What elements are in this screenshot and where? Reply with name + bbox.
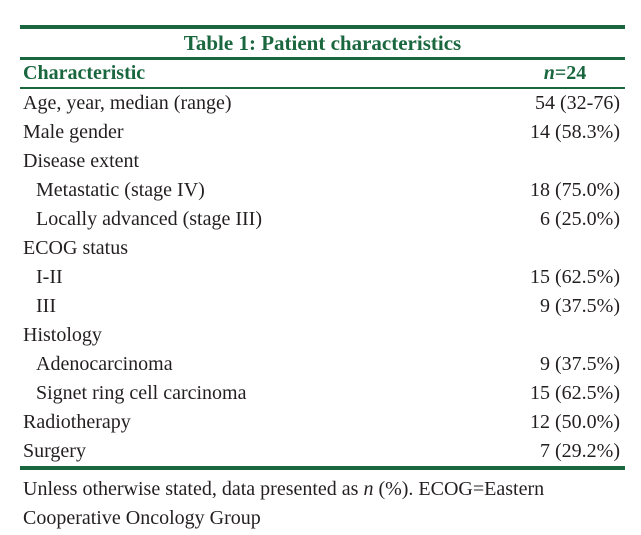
row-label: Metastatic (stage IV) <box>36 179 205 201</box>
table-header-row: Characteristic n=24 <box>20 60 625 89</box>
row-label: Locally advanced (stage III) <box>36 208 262 230</box>
header-characteristic: Characteristic <box>23 62 146 84</box>
row-label: Age, year, median (range) <box>23 92 232 114</box>
header-n-count: n=24 <box>505 62 625 85</box>
row-label: I-II <box>36 266 63 288</box>
row-value: 9 (37.5%) <box>540 353 620 375</box>
row-value: 14 (58.3%) <box>530 121 620 143</box>
row-label: Radiotherapy <box>23 411 131 433</box>
table-footnote: Unless otherwise stated, data presented … <box>20 475 625 533</box>
table-row: Signet ring cell carcinoma 15 (62.5%) <box>20 379 625 408</box>
footnote-n-symbol: n <box>363 478 374 500</box>
row-label: Disease extent <box>23 150 140 172</box>
table-title: Table 1: Patient characteristics <box>183 31 462 55</box>
header-n-symbol: n <box>543 62 555 84</box>
row-value: 18 (75.0%) <box>530 179 620 201</box>
table-row: Age, year, median (range) 54 (32-76) <box>20 89 625 118</box>
table-row: Radiotherapy 12 (50.0%) <box>20 408 625 437</box>
table-row: I-II 15 (62.5%) <box>20 263 625 292</box>
footnote-part2: (%). ECOG=Eastern Cooperative Oncology G… <box>23 478 545 529</box>
table-bottom-rule <box>20 466 625 470</box>
row-label: Male gender <box>23 121 124 143</box>
row-label: ECOG status <box>23 237 128 259</box>
row-value: 15 (62.5%) <box>530 266 620 288</box>
table-row: Adenocarcinoma 9 (37.5%) <box>20 350 625 379</box>
patient-characteristics-table: Table 1: Patient characteristics Charact… <box>20 25 625 533</box>
row-value: 15 (62.5%) <box>530 382 620 404</box>
table-row: Histology <box>20 321 625 350</box>
row-value: 54 (32-76) <box>535 92 620 114</box>
table-row: Male gender 14 (58.3%) <box>20 118 625 147</box>
table-title-rule <box>20 57 625 60</box>
footnote-part1: Unless otherwise stated, data presented … <box>23 478 364 500</box>
row-value: 6 (25.0%) <box>540 208 620 230</box>
table-row: Disease extent <box>20 147 625 176</box>
row-label: Adenocarcinoma <box>36 353 173 375</box>
table-top-rule <box>20 25 625 29</box>
table-row: ECOG status <box>20 234 625 263</box>
row-value: 7 (29.2%) <box>540 440 620 462</box>
table-row: Locally advanced (stage III) 6 (25.0%) <box>20 205 625 234</box>
row-label: Surgery <box>23 440 86 462</box>
table-body: Age, year, median (range) 54 (32-76) Mal… <box>20 89 625 466</box>
row-label: III <box>36 295 56 317</box>
row-value: 9 (37.5%) <box>540 295 620 317</box>
table-row: Metastatic (stage IV) 18 (75.0%) <box>20 176 625 205</box>
row-value: 12 (50.0%) <box>530 411 620 433</box>
row-label: Signet ring cell carcinoma <box>36 382 247 404</box>
row-label: Histology <box>23 324 102 346</box>
header-n-suffix: =24 <box>554 62 587 84</box>
table-row: III 9 (37.5%) <box>20 292 625 321</box>
table-row: Surgery 7 (29.2%) <box>20 437 625 466</box>
